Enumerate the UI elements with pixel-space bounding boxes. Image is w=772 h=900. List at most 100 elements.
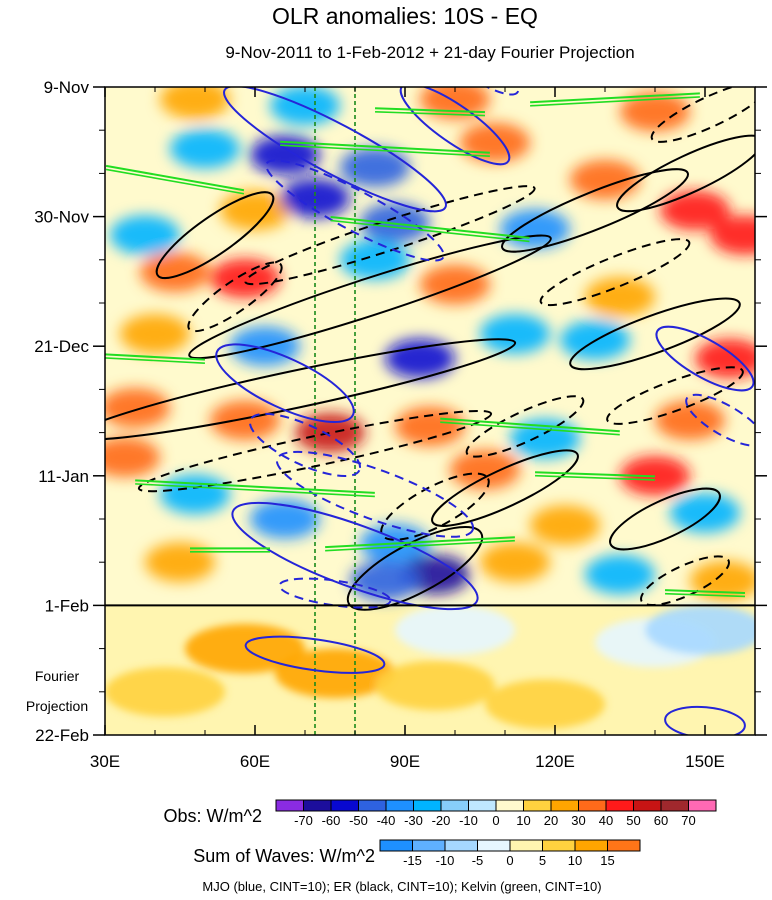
kelvin-contour [105,357,205,364]
obs-colorbar-tick-label: 0 [492,813,499,828]
obs-colorbar-swatch [605,799,634,812]
obs-anomaly-patch [210,400,280,441]
obs-colorbar-tick-label: -60 [322,813,341,828]
obs-colorbar-swatch [660,799,689,812]
waves-colorbar-tick-label: 10 [568,853,582,868]
kelvin-contour [530,92,700,104]
projection-patch [105,667,225,717]
obs-anomaly-patch [105,437,160,478]
mjo-contour [399,87,511,166]
projection-label-line1: Fourier [35,668,80,684]
mjo-contour-negative [248,412,362,477]
waves-colorbar-swatch [607,839,641,852]
kelvin-contour [535,474,655,481]
mjo-contour-negative [430,87,520,96]
kelvin-contour [105,353,205,361]
waves-colorbar-tick-labels: -15 -10 -5 0 5 10 15 [403,853,615,868]
obs-anomaly-patch [585,277,655,317]
er-contour [501,168,689,253]
y-axis-tick-labels: 9-Nov 30-Nov 21-Dec 11-Jan 1-Feb 22-Feb [34,78,89,745]
obs-colorbar [275,799,717,812]
er-contour-negative [187,261,283,333]
obs-anomaly-patch [480,314,550,354]
kelvin-contour [664,589,746,594]
er-contour [609,487,721,551]
obs-anomaly-patch [120,314,190,354]
obs-colorbar-swatch [330,799,359,812]
obs-anomaly-patch [385,338,455,379]
kelvin-contour [374,107,486,114]
mjo-contour-negative [692,769,758,799]
waves-colorbar-tick-label: 15 [600,853,614,868]
waves-colorbar-tick-label: -5 [472,853,484,868]
obs-anomaly-patch [160,474,230,515]
contour-legend: MJO (blue, CINT=10); ER (black, CINT=10)… [202,879,601,894]
er-contour-negative [539,238,691,307]
er-contour [569,297,741,371]
kelvin-contour [280,140,490,154]
chart-subtitle: 9-Nov-2011 to 1-Feb-2012 + 21-day Fourie… [225,43,634,62]
obs-colorbar-tick-label: 50 [626,813,640,828]
obs-colorbar-label: Obs: W/m^2 [164,806,262,826]
er-contour [105,338,517,441]
obs-anomaly-patch [690,560,755,601]
obs-anomaly-patch [295,412,365,453]
obs-anomaly-patch [395,406,465,447]
obs-anomaly-patch [160,87,230,120]
projection-patch [375,660,495,711]
er-contour-negative [606,366,744,425]
obs-colorbar-tick-label: -50 [349,813,368,828]
kelvin-contour [280,144,490,158]
waves-colorbar-tick-label: -15 [403,853,422,868]
obs-anomaly-patch [655,400,725,441]
obs-colorbar-swatch [385,799,414,812]
obs-anomaly-patch [670,493,740,533]
chart-title: OLR anomalies: 10S - EQ [272,3,538,29]
mjo-contour-negative [278,577,392,609]
mjo-contour [215,343,355,424]
er-contour [188,234,552,360]
waves-colorbar-swatch [574,839,608,852]
er-contours [105,87,755,611]
obs-colorbar-tick-label: -40 [377,813,396,828]
er-contour [155,191,275,280]
obs-anomaly-patch [530,505,600,545]
y-tick-label: 1-Feb [45,596,89,615]
obs-colorbar-swatch [688,799,717,812]
kelvin-contour [105,164,245,192]
projection-patch [485,679,605,729]
y-tick-label: 11-Jan [38,467,89,486]
kelvin-contour [105,168,245,195]
obs-colorbar-tick-label: 10 [516,813,530,828]
waves-colorbar [379,839,641,852]
er-contour [616,134,755,213]
obs-colorbar-swatch [413,799,442,812]
projection-field [105,605,755,729]
obs-colorbar-swatch [440,799,469,812]
er-contour-negative [465,395,585,458]
obs-anomaly-patch [140,252,210,292]
kelvin-contour [440,417,620,433]
x-tick-label: 150E [685,752,725,771]
obs-colorbar-swatch [633,799,662,812]
obs-colorbar-swatch [303,799,332,812]
obs-colorbar-swatch [523,799,552,812]
reference-longitudes [314,87,356,735]
obs-anomaly-patch [340,147,410,187]
obs-colorbar-swatch [495,799,524,812]
obs-anomaly-field [105,87,755,601]
er-contour-negative [244,185,536,286]
plot-frame [104,86,756,736]
waves-colorbar-swatch [477,839,511,852]
waves-colorbar-swatch [444,839,478,852]
obs-anomaly-patch [420,264,490,305]
obs-anomaly-patch [450,449,520,490]
waves-colorbar-swatch [509,839,543,852]
er-contour-negative [650,87,755,143]
obs-colorbar-swatch [275,799,304,812]
mjo-contour [231,501,479,611]
mjo-contour-negative [265,159,445,262]
obs-colorbar-tick-label: 40 [599,813,613,828]
mjo-contour [655,325,755,392]
